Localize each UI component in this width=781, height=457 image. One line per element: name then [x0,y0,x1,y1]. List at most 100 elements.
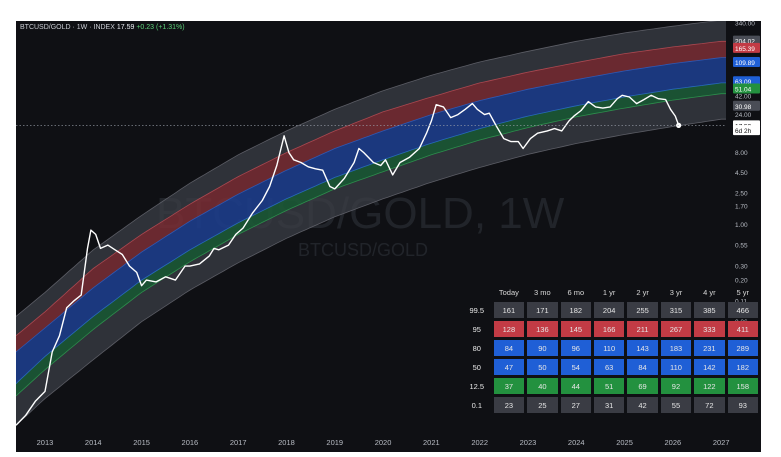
x-tick-2016: 2016 [182,438,199,447]
x-tick-2022: 2022 [471,438,488,447]
x-tick-2025: 2025 [616,438,633,447]
price-label-6d 2h: 6d 2h [735,128,752,135]
table-cell: 55 [660,397,692,413]
table-cell: 23 [493,397,525,413]
table-cell: 110 [660,359,692,375]
table-cell: 37 [493,378,525,394]
price-label-30.98: 30.98 [735,104,752,111]
y-tick-24.00: 24.00 [735,112,752,119]
band-line-p80 [16,57,726,353]
table-cell: 128 [493,321,525,337]
row-label: 0.1 [471,400,482,410]
table-row: 99.5 161 171 182 204 255 315 385 466 [463,302,758,318]
price-line [16,94,680,426]
row-label: 80 [472,343,481,353]
x-tick-2024: 2024 [568,438,585,447]
band-blue [16,57,726,384]
table-row: 80 84 90 96 110 143 183 231 289 [463,340,758,356]
table-cell: 93 [727,397,758,413]
column-header-4: 2 yr [636,287,649,297]
table-cell: 50 [527,359,558,375]
column-header-6: 4 yr [703,287,716,297]
table-cell: 211 [627,321,658,337]
band-outer-bottom [16,93,726,426]
table-cell: 72 [694,397,725,413]
table-corner [463,285,491,299]
price-badge-6d 2h [733,125,760,136]
y-tick-0.30: 0.30 [735,264,748,271]
y-tick-1.70: 1.70 [735,204,748,211]
x-tick-2018: 2018 [278,438,295,447]
band-line-p12_5 [16,93,726,397]
table-cell: 333 [694,321,725,337]
last-price: 17.59 [116,24,135,31]
price-label-109.89: 109.89 [735,60,755,67]
table-cell: 182 [560,302,591,318]
table-cell: 136 [527,321,558,337]
band-line-bottom_outer [16,118,726,426]
x-tick-2026: 2026 [665,438,682,447]
x-tick-2017: 2017 [230,438,247,447]
column-header-7: 5 yr [736,287,750,297]
y-tick-1.00: 1.00 [735,222,748,229]
x-tick-2020: 2020 [375,438,392,447]
table-cell: 166 [593,321,625,337]
y-tick-0.55: 0.55 [735,243,748,250]
x-tick-2019: 2019 [326,438,343,447]
price-label-51.04: 51.04 [735,87,752,94]
table-cell: 204 [593,302,625,318]
price-badge-109.89 [733,57,760,68]
x-tick-2023: 2023 [520,438,537,447]
table-cell: 110 [593,340,625,356]
table-cell: 51 [593,378,625,394]
watermark-sub: BTCUSD/GOLD [298,240,429,260]
table-cell: 92 [660,378,692,394]
row-label: 95 [472,324,481,334]
column-header-1: 3 mo [534,287,551,297]
table-cell: 31 [593,397,625,413]
table-cell: 289 [727,340,758,356]
chart-svg: 2013 2014 2015 2016 2017 2018 2019 2020 2021 2022… [16,21,760,447]
table-cell: 25 [527,397,558,413]
table-cell: 158 [727,378,758,394]
projection-table: Today 3 mo 6 mo 1 yr 2 yr 3 yr 4 yr 5 yr 99.5 16… [460,282,761,416]
row-label: 99.5 [469,305,485,315]
band-line-p95 [16,40,726,337]
table-cell: 182 [727,359,758,375]
column-header-5: 3 yr [669,287,683,297]
table-row: 95 128 136 145 166 211 267 333 411 [463,321,758,337]
table-cell: 63 [593,359,625,375]
price-label-204.02: 204.02 [735,39,755,46]
table-row: 50 47 50 54 63 84 110 142 182 [463,359,758,375]
band-line-top_outer [16,21,718,317]
table-cell: 44 [560,378,591,394]
row-label: 50 [472,362,481,372]
table-cell: 84 [627,359,658,375]
x-tick-2027: 2027 [713,438,730,447]
table-cell: 96 [560,340,591,356]
x-tick-2015: 2015 [133,438,150,447]
table-cell: 143 [627,340,658,356]
table-row: 0.1 23 25 27 31 42 55 72 93 [463,397,758,413]
table-row: 12.5 37 40 44 51 69 92 122 158 [463,378,758,394]
y-tick-8.00: 8.00 [735,150,748,157]
price-label-165.39: 165.39 [735,46,755,53]
symbol-label: BTCUSD/GOLD · 1W · INDEX [20,24,115,31]
table-header-row: Today 3 mo 6 mo 1 yr 2 yr 3 yr 4 yr 5 yr [463,285,758,299]
table-cell: 54 [560,359,591,375]
table-cell: 466 [727,302,758,318]
y-tick-4.50: 4.50 [735,170,748,177]
table-cell: 267 [660,321,692,337]
x-tick-2013: 2013 [37,438,54,447]
table-cell: 27 [560,397,591,413]
price-badge-165.39 [733,42,760,53]
y-tick-0.20: 0.20 [735,278,748,285]
price-badge-51.04 [733,83,760,94]
table-cell: 47 [493,359,525,375]
table-cell: 161 [493,302,525,318]
column-header-2: 6 mo [567,287,585,297]
table-cell: 42 [627,397,658,413]
price-label-63.09: 63.09 [735,79,752,86]
table-cell: 183 [660,340,692,356]
price-label-42.00: 42.00 [735,93,752,100]
